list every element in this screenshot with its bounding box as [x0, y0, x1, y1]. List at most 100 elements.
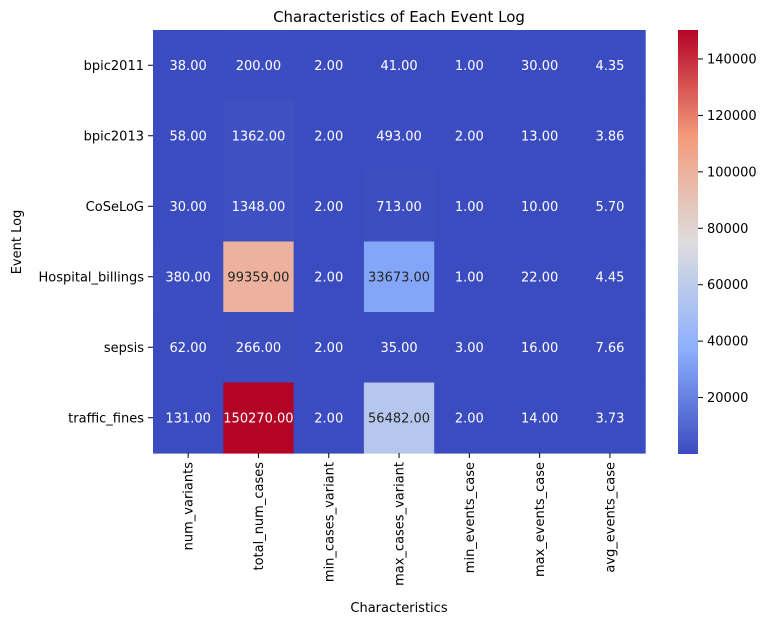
cell-value-label: 380.00: [165, 270, 211, 285]
colorbar-ticks: 20000 40000 60000 80000 100000 120000 140000: [698, 52, 757, 406]
heatmap-cell: [574, 100, 646, 172]
cell-value-label: 5.70: [595, 200, 624, 215]
heatmap-cell: [574, 312, 646, 384]
heatmap-cell: [223, 241, 295, 313]
y-tick-label: Hospital_billings: [38, 270, 144, 285]
heatmap-cell: [434, 312, 506, 384]
colorbar-tick-label: 140000: [707, 52, 757, 67]
heatmap-cell: [504, 30, 576, 102]
heatmap-cell: [153, 30, 224, 102]
heatmap-cell: [363, 171, 435, 243]
cell-value-label: 2.00: [314, 341, 343, 356]
cell-value-label: 713.00: [376, 200, 422, 215]
cell-value-label: 62.00: [170, 341, 207, 356]
heatmap-cell: [434, 382, 506, 454]
heatmap-cell: [363, 100, 435, 172]
cell-value-label: 200.00: [236, 59, 282, 74]
x-axis-label: Characteristics: [350, 601, 447, 616]
colorbar: [678, 30, 698, 454]
heatmap-cell: [434, 241, 506, 313]
colorbar-tick-label: 80000: [707, 222, 748, 237]
y-tick-label: traffic_fines: [68, 411, 144, 426]
y-tick-label: CoSeLoG: [86, 200, 144, 215]
heatmap-cell: [293, 382, 365, 454]
heatmap-cell: [293, 241, 365, 313]
cell-value-label: 2.00: [314, 129, 343, 144]
y-axis-ticks: bpic2011 bpic2013 CoSeLoG Hospital_billings…: [38, 59, 153, 426]
heatmap-cell: [504, 241, 576, 313]
heatmap-cell: [363, 382, 435, 454]
colorbar-tick-label: 100000: [707, 165, 757, 180]
heatmap-cell: [223, 30, 295, 102]
cell-value-label: 4.35: [595, 59, 624, 74]
cell-value-label: 3.86: [595, 129, 624, 144]
heatmap-cell: [363, 241, 435, 313]
heatmap-cell: [293, 100, 365, 172]
cell-value-label: 56482.00: [368, 411, 430, 426]
cell-value-label: 10.00: [521, 200, 558, 215]
heatmap-cell: [153, 171, 224, 243]
y-axis-label: Event Log: [10, 210, 25, 275]
y-tick-label: sepsis: [104, 341, 144, 356]
cell-value-label: 30.00: [170, 200, 207, 215]
cell-value-label: 7.66: [595, 341, 624, 356]
cell-value-label: 3.73: [595, 411, 624, 426]
heatmap-cell: [293, 171, 365, 243]
x-axis-ticks: num_variants total_num_cases min_cases_var…: [182, 453, 618, 586]
heatmap-cell: [574, 30, 646, 102]
heatmap-cell: [504, 100, 576, 172]
cell-value-label: 2.00: [314, 411, 343, 426]
heatmap-cell: [223, 312, 295, 384]
cell-value-label: 1362.00: [232, 129, 286, 144]
heatmap-cell-labels: 38.00 200.00 2.00 41.00 1.00 30.00 4.35 58.00 13…: [165, 59, 624, 427]
heatmap-cell: [574, 241, 646, 313]
cell-value-label: 41.00: [380, 59, 417, 74]
heatmap-cell: [434, 171, 506, 243]
heatmap-cell: [504, 382, 576, 454]
heatmap-cell: [363, 312, 435, 384]
heatmap-cells: [153, 30, 646, 454]
y-tick-label: bpic2011: [84, 59, 144, 74]
x-tick-label: avg_events_case: [603, 462, 618, 573]
cell-value-label: 2.00: [455, 129, 484, 144]
cell-value-label: 99359.00: [227, 270, 289, 285]
cell-value-label: 1.00: [455, 59, 484, 74]
cell-value-label: 33673.00: [368, 270, 430, 285]
colorbar-tick-label: 120000: [707, 109, 757, 124]
cell-value-label: 22.00: [521, 270, 558, 285]
cell-value-label: 150270.00: [223, 411, 293, 426]
heatmap-cell: [153, 100, 224, 172]
colorbar-tick-label: 60000: [707, 278, 748, 293]
x-tick-label: max_cases_variant: [393, 462, 408, 586]
cell-value-label: 38.00: [170, 59, 207, 74]
heatmap-cell: [223, 171, 295, 243]
heatmap-cell: [293, 312, 365, 384]
cell-value-label: 2.00: [314, 200, 343, 215]
cell-value-label: 1348.00: [232, 200, 286, 215]
heatmap-cell: [293, 30, 365, 102]
cell-value-label: 4.45: [595, 270, 624, 285]
x-tick-label: min_events_case: [463, 462, 478, 573]
cell-value-label: 30.00: [521, 59, 558, 74]
heatmap-cell: [153, 241, 224, 313]
cell-value-label: 58.00: [170, 129, 207, 144]
cell-value-label: 2.00: [455, 411, 484, 426]
cell-value-label: 14.00: [521, 411, 558, 426]
heatmap-cell: [574, 171, 646, 243]
heatmap-cell: [504, 312, 576, 384]
heatmap-cell: [153, 382, 224, 454]
cell-value-label: 13.00: [521, 129, 558, 144]
x-tick-label: num_variants: [182, 462, 197, 551]
cell-value-label: 35.00: [380, 341, 417, 356]
cell-value-label: 266.00: [236, 341, 282, 356]
heatmap-cell: [434, 30, 506, 102]
cell-value-label: 3.00: [455, 341, 484, 356]
cell-value-label: 2.00: [314, 270, 343, 285]
heatmap-cell: [434, 100, 506, 172]
colorbar-tick-label: 40000: [707, 335, 748, 350]
heatmap-cell: [504, 171, 576, 243]
chart-title: Characteristics of Each Event Log: [273, 8, 525, 26]
cell-value-label: 16.00: [521, 341, 558, 356]
cell-value-label: 1.00: [455, 270, 484, 285]
